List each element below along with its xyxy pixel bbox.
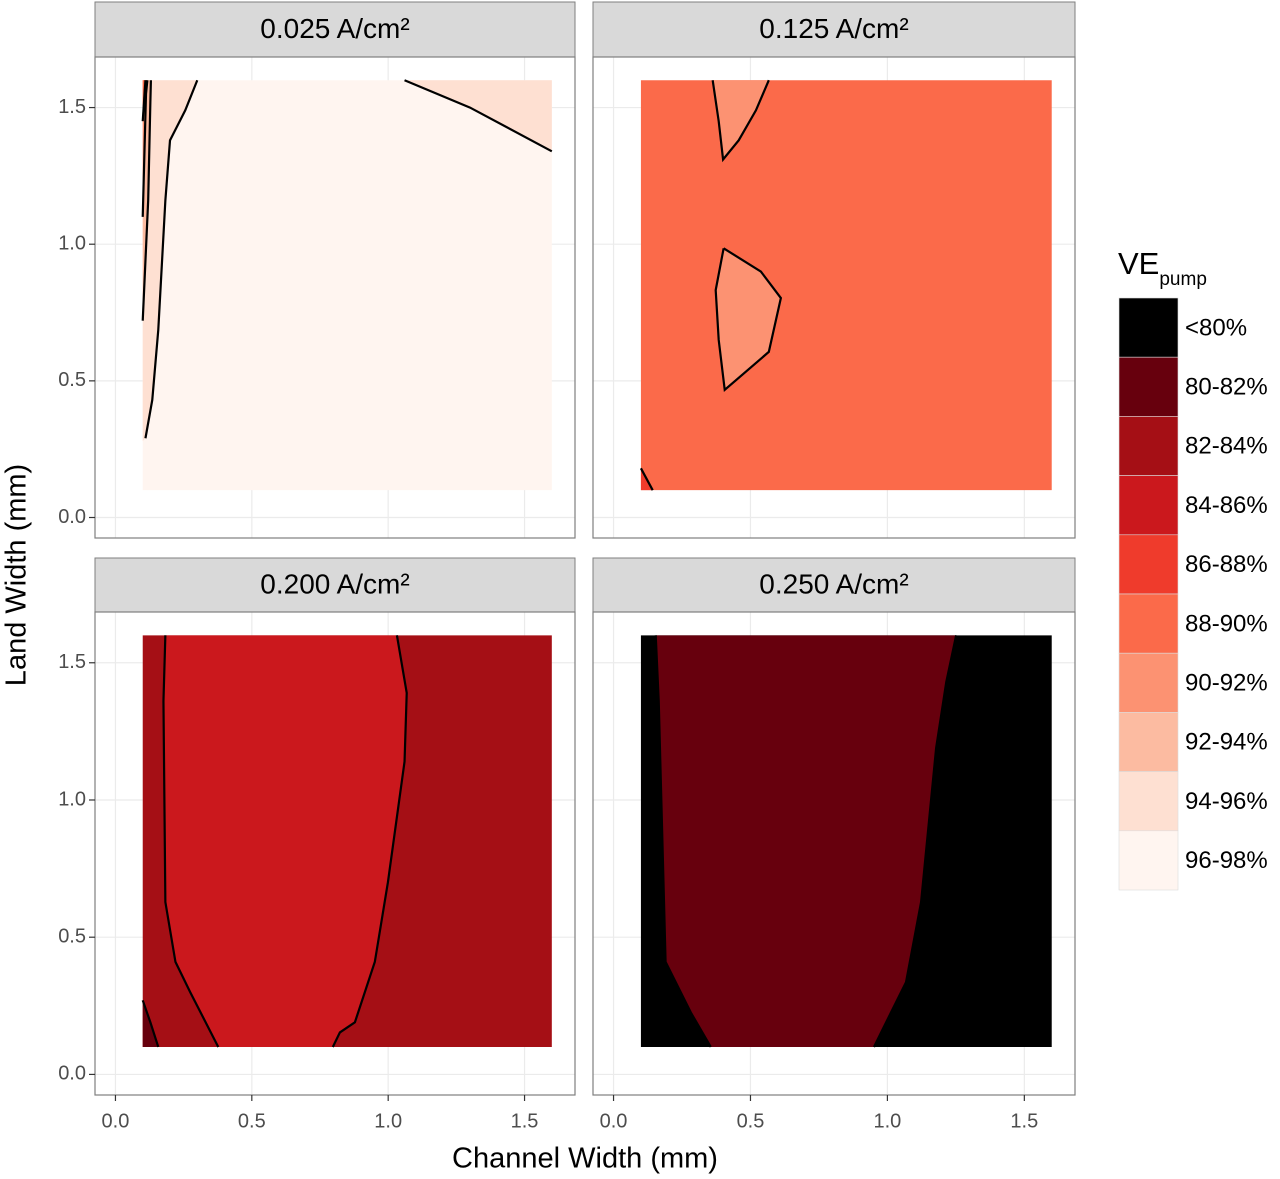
legend-label: 90-92% (1185, 670, 1268, 697)
legend-key (1118, 475, 1179, 536)
strip (94, 557, 576, 613)
contour-region (655, 635, 957, 1047)
x-tick-label: 1.0 (873, 1110, 901, 1132)
y-tick-label: 0.0 (58, 506, 86, 528)
y-tick-label: 0.5 (58, 369, 86, 391)
legend-label: 96-98% (1185, 847, 1268, 874)
contour-line (654, 635, 712, 1048)
x-tick-label: 1.5 (511, 1110, 539, 1132)
contour-line (141, 999, 160, 1048)
legend-key (1118, 416, 1179, 476)
contour-line (331, 635, 408, 1048)
panel-border (94, 56, 576, 539)
legend-key (1118, 593, 1179, 654)
contour-line (141, 80, 153, 321)
x-tick-label: 1.5 (1010, 1110, 1038, 1132)
x-axis-title: Channel Width (mm) (452, 1143, 718, 1175)
panel-border (592, 611, 1076, 1096)
panel-border (94, 611, 576, 1096)
legend-key (1118, 297, 1179, 358)
legend-title-main: VE (1118, 246, 1159, 281)
x-tick-label: 0.5 (238, 1110, 266, 1132)
legend-label: 88-90% (1185, 610, 1268, 637)
x-tick-label: 0.0 (102, 1110, 130, 1132)
contour-line (141, 80, 149, 217)
legend-key (1118, 771, 1179, 832)
x-tick-label: 0.0 (600, 1110, 628, 1132)
legend-key (1118, 712, 1179, 772)
contour-region (404, 80, 552, 152)
y-axis-title: Land Width (mm) (1, 464, 33, 686)
facet-title: 0.025 A/cm² (260, 13, 409, 44)
legend-key (1118, 534, 1179, 595)
contour-line (162, 635, 220, 1048)
contour-line (144, 79, 199, 439)
facet-title: 0.250 A/cm² (759, 568, 908, 599)
y-tick-label: 1.0 (58, 788, 86, 810)
strip (94, 1, 576, 58)
legend-title-sub: pump (1159, 269, 1207, 290)
y-tick-label: 0.5 (58, 925, 86, 947)
x-tick-label: 1.0 (374, 1110, 402, 1132)
contour-region (163, 635, 407, 1047)
y-tick-label: 1.5 (58, 651, 86, 673)
facet-title: 0.200 A/cm² (260, 568, 409, 599)
legend-key (1118, 830, 1179, 891)
contour-line (404, 79, 553, 153)
strip (592, 557, 1076, 613)
legend-label: 94-96% (1185, 788, 1268, 815)
x-tick-label: 0.5 (737, 1110, 765, 1132)
legend-label: <80% (1185, 314, 1247, 341)
legend-key (1118, 356, 1179, 417)
contour-line (711, 79, 770, 163)
y-tick-label: 1.0 (58, 232, 86, 254)
legend-label: 92-94% (1185, 729, 1268, 756)
y-tick-label: 0.0 (58, 1063, 86, 1085)
contour-line (639, 467, 654, 491)
facet-title: 0.125 A/cm² (759, 13, 908, 44)
legend-title: VEpump (1118, 246, 1207, 290)
legend-label: 82-84% (1185, 433, 1268, 460)
panel-border (592, 56, 1076, 539)
contour-line (141, 80, 147, 122)
legend-label: 80-82% (1185, 374, 1268, 401)
legend-label: 84-86% (1185, 492, 1268, 519)
contour-region (640, 80, 1052, 491)
legend-label: 86-88% (1185, 551, 1268, 578)
contour-region (712, 80, 769, 160)
legend-key (1118, 652, 1179, 713)
contour-line (872, 635, 958, 1048)
contour-line (714, 247, 783, 393)
contour-region (142, 80, 552, 491)
y-tick-label: 1.5 (58, 96, 86, 118)
